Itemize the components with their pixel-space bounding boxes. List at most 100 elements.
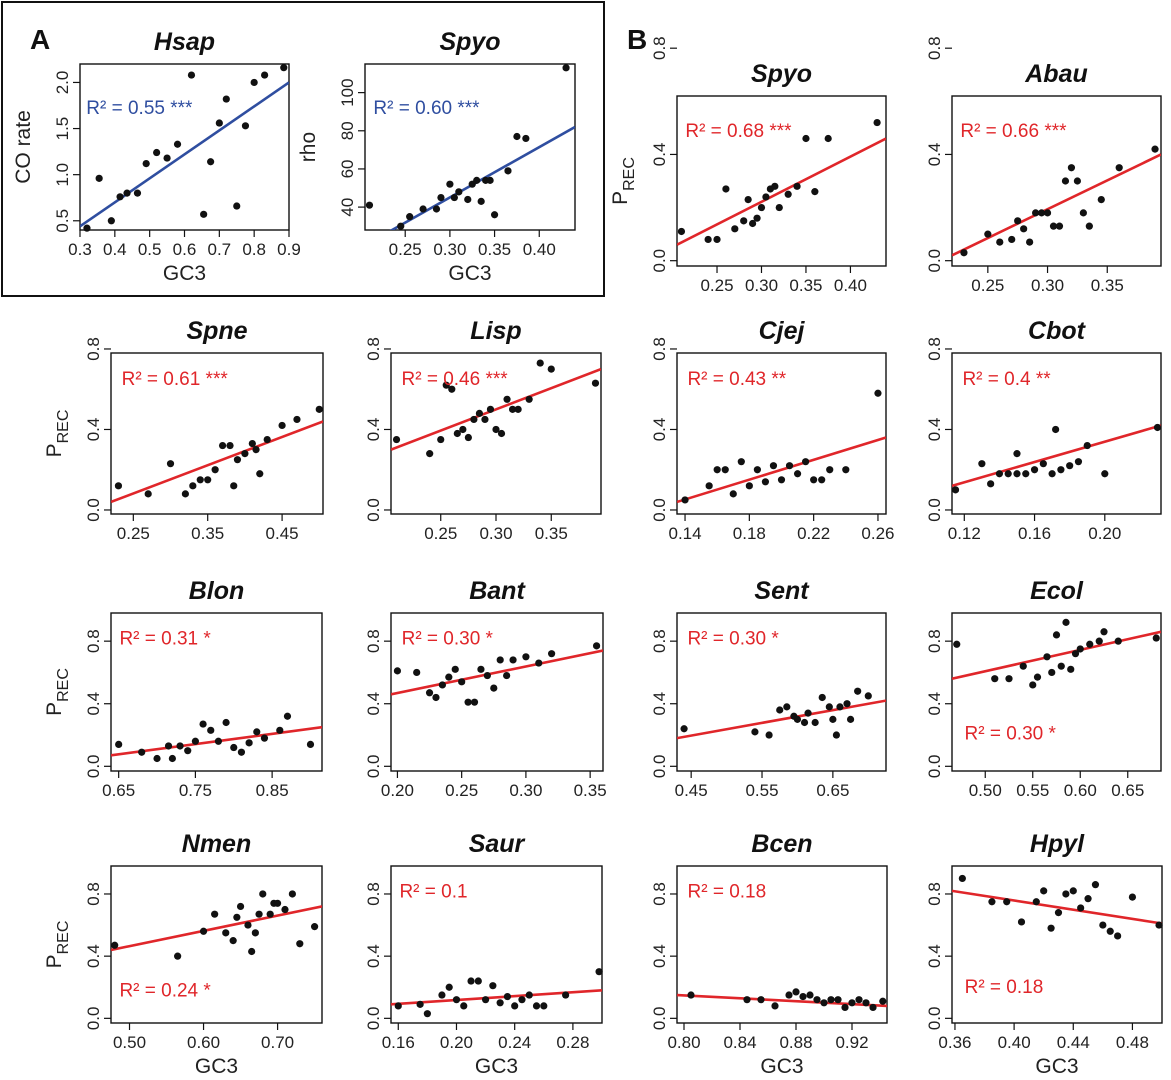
- data-point: [1073, 177, 1081, 185]
- data-point: [834, 996, 842, 1004]
- data-point: [1091, 881, 1100, 889]
- data-point: [1055, 222, 1064, 230]
- chart-2-spyo: Spyo 0.25 0.30 0.35 0.40 40 60 80 100 GC3 rho R² = …: [297, 28, 576, 285]
- y-axis-label: rho: [297, 132, 320, 162]
- chart-title: Sent: [754, 577, 810, 605]
- data-point: [237, 748, 246, 756]
- plots-group: Hsap 0.3 0.4 0.5 0.6 0.7 0.8 0.9 0.5 1.0 1.5 2.0 GC3…: [12, 28, 1163, 1078]
- plot-frame: [676, 352, 887, 515]
- chart-title: Spyo: [439, 28, 500, 56]
- data-point: [744, 195, 752, 204]
- data-point: [236, 902, 245, 911]
- data-point: [1019, 662, 1027, 670]
- data-point: [293, 415, 301, 424]
- data-point: [713, 466, 721, 474]
- plot-frame: [110, 612, 323, 772]
- data-point: [1155, 921, 1163, 929]
- data-point: [813, 996, 821, 1004]
- y-tick-label: 0.8: [84, 882, 103, 906]
- x-tick-label: 0.3: [68, 240, 92, 259]
- data-point: [483, 671, 491, 680]
- data-point: [164, 742, 173, 750]
- y-tick-label: 0.4: [364, 944, 383, 968]
- regression-line: [952, 889, 1162, 925]
- data-point: [437, 435, 445, 444]
- data-point: [562, 64, 570, 72]
- plot-frame: [951, 865, 1163, 1024]
- x-tick-label: 0.40: [998, 1033, 1031, 1052]
- data-point: [475, 409, 484, 417]
- x-tick-label: 0.30: [745, 276, 778, 295]
- plot-frame: [390, 612, 604, 772]
- data-point: [222, 95, 230, 103]
- data-point: [481, 996, 490, 1004]
- data-point: [423, 1010, 431, 1018]
- data-point: [176, 742, 184, 750]
- data-point: [842, 466, 850, 474]
- data-point: [677, 227, 686, 236]
- data-point: [846, 715, 855, 723]
- data-point: [503, 395, 511, 403]
- data-point: [438, 681, 446, 689]
- data-point: [189, 482, 197, 490]
- data-point: [804, 709, 812, 717]
- data-point: [818, 693, 826, 702]
- plot-frame: [390, 865, 603, 1024]
- x-tick-label: 0.25: [700, 276, 733, 295]
- y-tick-label: 0.8: [650, 629, 669, 653]
- y-tick-label: 0.5: [53, 209, 72, 233]
- data-point: [199, 720, 207, 728]
- data-point: [1008, 235, 1016, 244]
- x-tick-label: 0.45: [675, 781, 708, 800]
- x-tick-label: 0.30: [479, 524, 512, 543]
- chart-5-spne: Spne 0.25 0.35 0.45 0.0 0.4 0.8 PREC R² = 0.61 *…: [43, 317, 324, 543]
- x-tick-label: 0.44: [1057, 1033, 1090, 1052]
- data-point: [751, 728, 759, 736]
- data-point: [470, 698, 479, 706]
- data-point: [107, 217, 115, 225]
- data-point: [1029, 681, 1037, 689]
- data-point: [1052, 631, 1061, 639]
- data-point: [826, 466, 834, 474]
- data-point: [827, 996, 835, 1004]
- y-tick-label: 0.8: [364, 882, 383, 906]
- data-point: [233, 456, 242, 464]
- data-point: [595, 968, 603, 976]
- chart-9-blon: Blon 0.65 0.75 0.85 0.0 0.4 0.8 PREC R² = 0.31 *: [43, 577, 323, 800]
- y-axis-label: PREC: [43, 921, 72, 969]
- data-point: [1128, 893, 1137, 901]
- x-tick-label: 0.70: [261, 1033, 294, 1052]
- data-point: [522, 653, 530, 661]
- data-point: [467, 977, 475, 985]
- data-point: [245, 739, 253, 747]
- data-point: [263, 435, 271, 444]
- y-tick-label: 0.8: [925, 36, 944, 60]
- x-tick-label: 0.25: [971, 276, 1004, 295]
- chart-4-abau: Abau 0.25 0.30 0.35 0.0 0.4 0.8 R² = 0.66 ***: [925, 36, 1162, 295]
- data-point: [765, 731, 773, 739]
- data-point: [413, 668, 421, 677]
- data-point: [438, 991, 446, 999]
- data-point: [503, 992, 512, 1001]
- plot-frame: [951, 95, 1162, 267]
- data-point: [211, 466, 219, 474]
- data-point: [953, 640, 961, 648]
- data-point: [477, 197, 485, 205]
- data-point: [490, 684, 498, 692]
- data-point: [988, 898, 996, 906]
- data-point: [266, 910, 274, 918]
- chart-7-cjej: Cjej 0.14 0.18 0.22 0.26 0.0 0.4 0.8 R² = 0.43 *…: [650, 317, 895, 543]
- x-tick-label: 0.25: [117, 524, 150, 543]
- data-point: [687, 991, 695, 999]
- data-point: [215, 119, 223, 127]
- y-tick-label: 0.4: [650, 418, 669, 442]
- data-point: [207, 726, 215, 734]
- data-point: [241, 122, 250, 130]
- data-point: [233, 913, 241, 921]
- data-point: [729, 490, 737, 498]
- y-axis-label-main: P: [43, 702, 66, 716]
- data-point: [1153, 423, 1162, 432]
- regression-line: [677, 436, 886, 504]
- r-squared-annotation: R² = 0.68 ***: [685, 121, 792, 142]
- data-point: [1099, 921, 1107, 929]
